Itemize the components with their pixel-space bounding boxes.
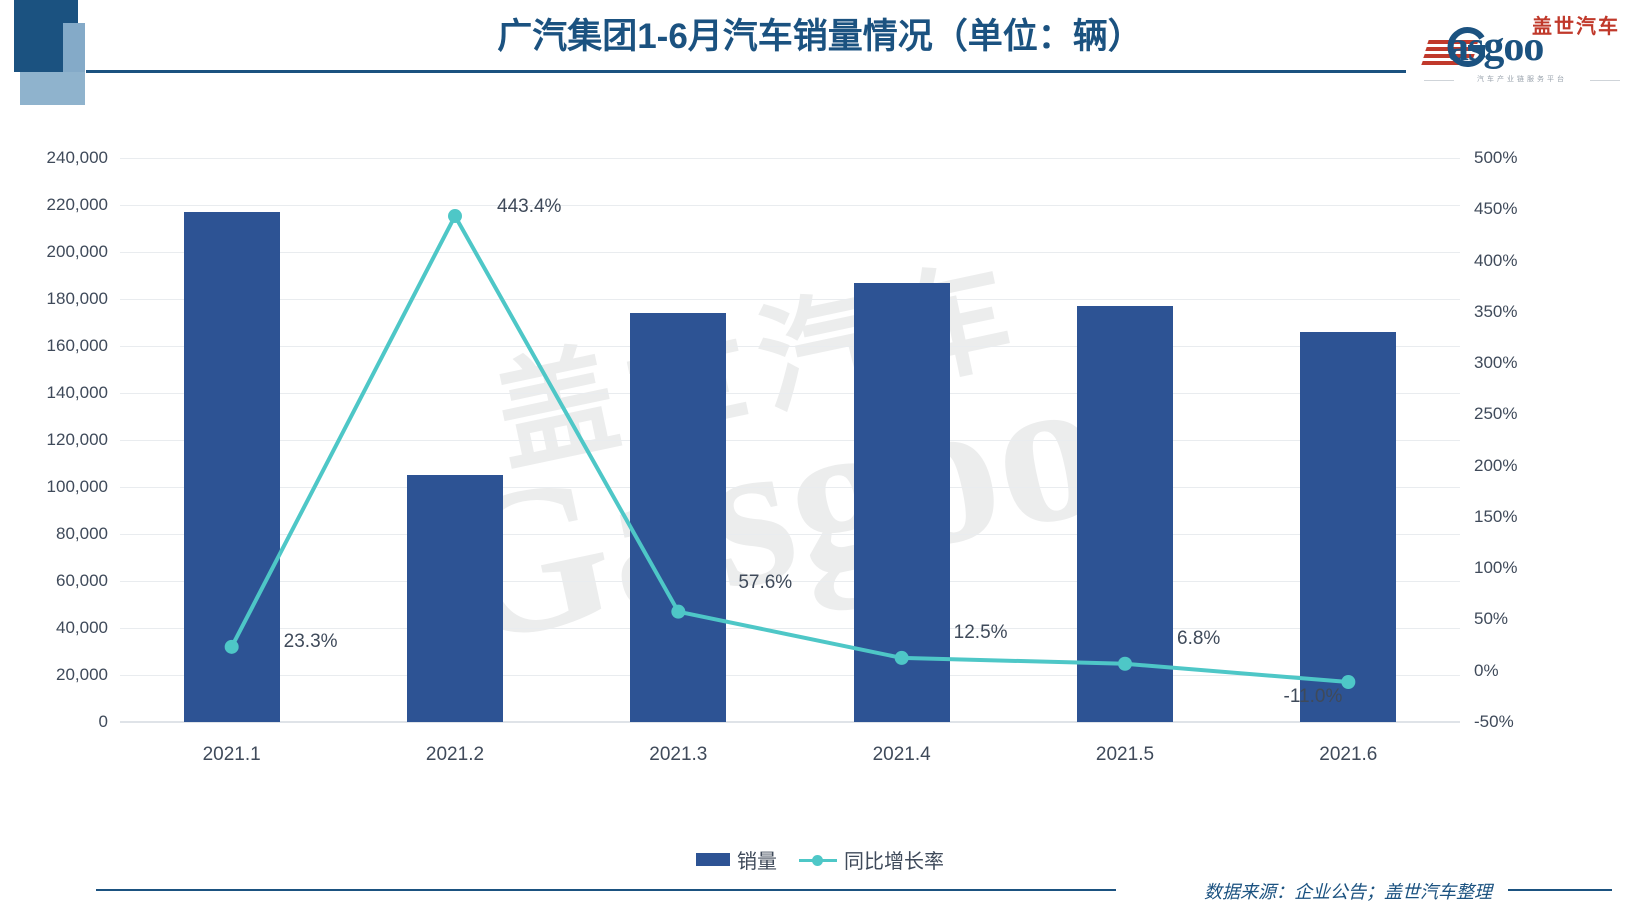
y-axis-right-tick: 50% [1474, 609, 1509, 629]
axis-baseline [120, 721, 1460, 723]
gridline [120, 581, 1460, 582]
bar-2021.5[interactable] [1077, 306, 1173, 722]
data-label-2021.2: 443.4% [497, 196, 562, 218]
gridline [120, 534, 1460, 535]
line-point-2021.4[interactable] [894, 650, 909, 665]
gridline [120, 440, 1460, 441]
footer-rule-left [96, 889, 1116, 891]
gridline [120, 628, 1460, 629]
y-axis-left-tick: 160,000 [46, 336, 108, 355]
header-decoration-mid [63, 23, 85, 73]
footer-source-text: 数据来源：企业公告；盖世汽车整理 [1204, 882, 1492, 902]
bar-2021.2[interactable] [407, 475, 503, 722]
y-axis-right-tick: 350% [1474, 301, 1518, 321]
footer-rule-right [1508, 889, 1612, 891]
gridline [120, 346, 1460, 347]
data-label-2021.6: -11.0% [1283, 686, 1343, 707]
line-point-2021.1[interactable] [224, 639, 239, 654]
legend-label-sales: 销量 [737, 851, 777, 873]
y-axis-left-tick: 80,000 [56, 524, 108, 543]
y-axis-right-tick: 0% [1474, 660, 1499, 680]
chart-area: 盖世汽车 Gasgoo 0 20,000 40,000 60,000 80,000 100… [0, 108, 1640, 808]
y-axis-left-tick: 240,000 [46, 148, 108, 167]
y-axis-left-tick: 140,000 [46, 383, 108, 402]
y-axis-left-tick: 200,000 [46, 242, 108, 261]
x-axis-tick-2021.2: 2021.2 [425, 744, 485, 765]
y-axis-right-tick: 200% [1474, 455, 1518, 475]
page-title: 广汽集团1-6月汽车销量情况（单位：辆） [497, 17, 1143, 56]
line-point-2021.5[interactable] [1118, 656, 1132, 671]
y-axis-right-tick: 500% [1474, 148, 1518, 167]
growth-rate-line [224, 209, 1356, 690]
x-axis-tick-2021.3: 2021.3 [649, 744, 708, 765]
gridline [120, 393, 1460, 394]
gridline [120, 158, 1460, 159]
legend-label-growth: 同比增长率 [844, 851, 944, 873]
footer: 数据来源：企业公告；盖世汽车整理 [0, 878, 1640, 902]
line-point-2021.2[interactable] [448, 209, 462, 224]
y-axis-left-tick: 60,000 [56, 571, 108, 590]
x-axis-tick-2021.5: 2021.5 [1095, 744, 1155, 765]
legend-item-sales[interactable]: 销量 [696, 845, 777, 874]
bar-2021.6[interactable] [1300, 331, 1397, 722]
gridline [120, 675, 1460, 676]
y-axis-left-tick: 20,000 [56, 665, 108, 684]
y-axis-right-tick: -50% [1474, 712, 1514, 731]
bar-2021.4[interactable] [853, 282, 950, 722]
data-label-2021.5: 6.8% [1177, 627, 1221, 649]
y-axis-left-tick: 120,000 [46, 430, 108, 449]
y-axis-right-tick: 250% [1474, 404, 1518, 424]
gasgoo-logo: 盖世汽车 asgoo 汽车产业链服务平台 [1421, 4, 1622, 88]
y-axis-left-tick: 40,000 [56, 618, 108, 637]
legend-item-growth[interactable]: 同比增长率 [799, 845, 944, 874]
y-axis-left-tick: 0 [98, 712, 108, 731]
gridline [120, 252, 1460, 253]
bar-2021.1[interactable] [183, 212, 280, 722]
y-axis-left-tick: 100,000 [46, 477, 108, 496]
y-axis-left-tick: 220,000 [46, 195, 108, 214]
y-axis-left-tick: 180,000 [46, 289, 108, 308]
x-axis-tick-2021.4: 2021.4 [872, 744, 931, 765]
gridline [120, 487, 1460, 488]
line-point-2021.3[interactable] [671, 604, 686, 619]
chart-legend: 销量 同比增长率 [0, 845, 1640, 874]
header-rule [86, 70, 1406, 73]
y-axis-right-tick: 300% [1474, 353, 1518, 373]
logo-wordmark: asgoo [1448, 24, 1544, 70]
bar-2021.3[interactable] [630, 313, 727, 722]
legend-bar-swatch-icon [696, 853, 730, 866]
data-label-2021.4: 12.5% [953, 621, 1008, 643]
logo-g-icon [1447, 27, 1485, 67]
data-label-2021.1: 23.3% [283, 630, 338, 652]
gridline [120, 299, 1460, 300]
x-axis-tick-2021.1: 2021.1 [202, 744, 261, 765]
logo-chinese-name: 盖世汽车 [1532, 16, 1620, 38]
y-axis-right-tick: 450% [1474, 199, 1518, 219]
x-axis-tick-2021.6: 2021.6 [1319, 744, 1378, 765]
logo-tagline: 汽车产业链服务平台 [1422, 74, 1622, 84]
header-decoration-light [20, 72, 85, 105]
y-axis-right-tick: 150% [1474, 506, 1518, 526]
legend-line-swatch-icon [799, 854, 837, 866]
line-point-2021.6[interactable] [1341, 675, 1356, 690]
data-label-2021.3: 57.6% [738, 571, 793, 593]
gridline [120, 205, 1460, 206]
y-axis-right-tick: 400% [1474, 250, 1518, 270]
y-axis-right-tick: 100% [1474, 558, 1518, 578]
